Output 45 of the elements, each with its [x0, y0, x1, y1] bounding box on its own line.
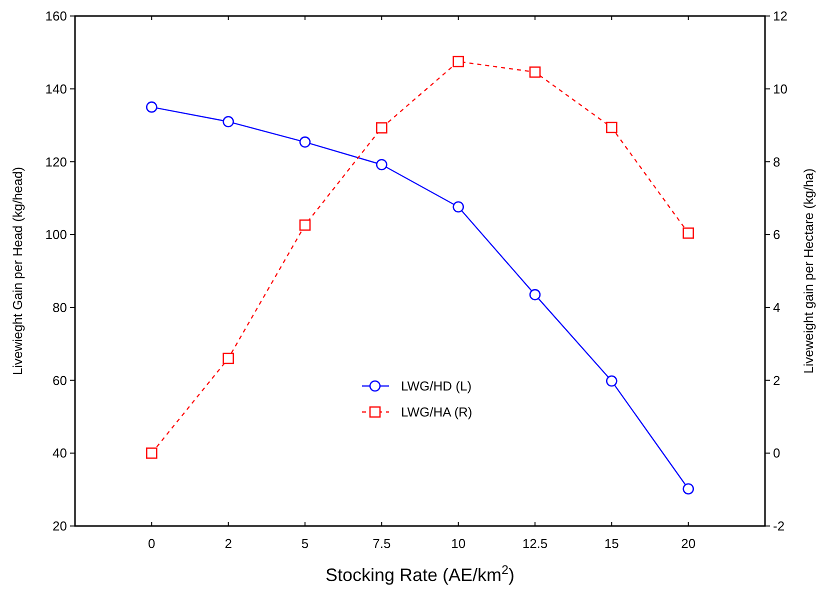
y2-tick-label: 12 [773, 8, 788, 24]
point [222, 352, 234, 364]
y2-tick-label: 2 [773, 372, 780, 388]
point [452, 201, 464, 213]
y-tick-label: 100 [45, 227, 67, 242]
y2-tick-label: -2 [773, 518, 785, 534]
point [606, 122, 618, 134]
y-tick-label: 120 [45, 154, 67, 170]
y-tick-label: 60 [52, 372, 67, 388]
y2-axis-title: Liveweight gain per Hectare (kg/ha) [801, 168, 816, 374]
point [682, 227, 694, 239]
point [529, 289, 541, 300]
y-tick-label: 140 [45, 81, 67, 96]
point [376, 158, 388, 170]
x-tick-label: 10 [451, 536, 466, 551]
y-tick-label: 80 [52, 300, 67, 315]
y2-tick-label: 8 [773, 154, 780, 170]
point [146, 101, 158, 113]
y2-tick-label: 4 [773, 300, 780, 315]
y-tick-label: 160 [45, 8, 67, 24]
legend-label: LWG/HA (R) [401, 404, 472, 420]
y-tick-label: 20 [52, 518, 67, 534]
x-axis-title: Stocking Rate (AE/km$^{2}$) [325, 563, 515, 585]
x-tick-label: 12.5 [522, 536, 548, 551]
point [222, 116, 234, 128]
x-tick-label: 20 [681, 536, 696, 551]
x-tick-label: 5 [301, 536, 309, 551]
x-tick-label: 7.5 [372, 536, 391, 551]
x-tick-label: 0 [148, 536, 156, 551]
point [529, 66, 541, 78]
point [146, 447, 158, 459]
point [376, 122, 388, 134]
y2-tick-label: 10 [773, 81, 788, 96]
point [299, 136, 311, 148]
legend-label: LWG/HD (L) [401, 378, 472, 394]
y-tick-label: 40 [52, 446, 67, 461]
point [299, 219, 311, 231]
point [452, 56, 464, 68]
y-axis-title: Livewieght Gain per Head (kg/head) [10, 166, 25, 376]
point [606, 375, 618, 387]
x-tick-label: 15 [604, 536, 619, 551]
y2-tick-label: 0 [773, 446, 780, 461]
y2-tick-label: 6 [773, 227, 780, 242]
x-tick-label: 2 [224, 536, 232, 551]
point [682, 483, 694, 494]
